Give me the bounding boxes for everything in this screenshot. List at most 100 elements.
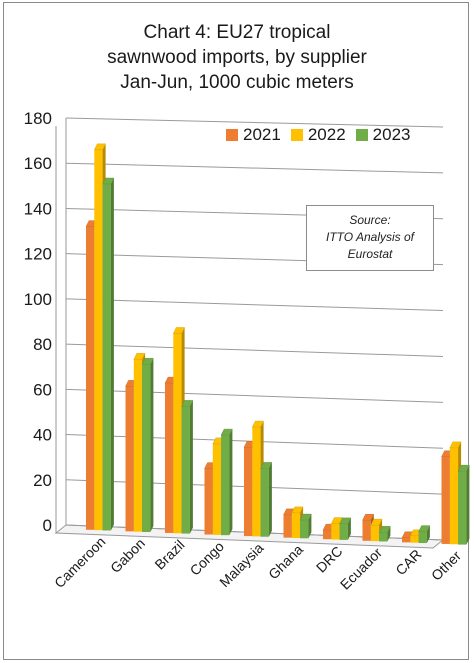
bar-2022-congo [212, 443, 222, 535]
legend-label-2023: 2023 [372, 125, 411, 144]
bar-2021-drc [323, 530, 332, 540]
y-tick-label: 0 [43, 516, 52, 535]
gridline-80 [65, 343, 444, 357]
bar-top-2022-gabon [133, 353, 146, 360]
bar-side-2023-gabon [150, 358, 154, 533]
bar-2022-car [410, 535, 419, 543]
bar-2021-ghana [283, 514, 292, 538]
y-tick-label: 80 [33, 335, 52, 354]
source-line-3: Eurostat [347, 247, 393, 261]
bar-2023-drc [339, 523, 348, 540]
legend-item-2021: 2021 [226, 125, 281, 145]
bar-2021-other [441, 456, 450, 544]
y-tick-label: 40 [33, 426, 52, 445]
bar-top-2023-car [418, 525, 431, 532]
bar-side-2023-ghana [308, 514, 312, 539]
bar-top-2021-ecuador [362, 514, 375, 521]
legend-swatch-2021 [226, 129, 238, 141]
bar-2023-car [418, 531, 427, 544]
y-tick-label: 100 [24, 290, 52, 309]
bar-2022-gabon [133, 359, 143, 532]
chart-title-line-3: Jan-Jun, 1000 cubic meters [120, 72, 354, 93]
bar-2022-malaysia [252, 427, 261, 537]
legend-label-2022: 2022 [307, 125, 346, 144]
bar-top-2023-congo [220, 428, 233, 436]
x-tick-label-brazil: Brazil [151, 537, 187, 573]
gridline-160 [65, 162, 444, 174]
bar-2023-other [458, 471, 467, 545]
bar-side-2023-malaysia [268, 462, 272, 537]
bar-2021-cameroon [86, 226, 95, 530]
bar-2022-brazil [173, 333, 182, 534]
y-tick-label: 180 [24, 109, 52, 128]
bar-top-2022-ecuador [370, 518, 383, 526]
legend-label-2021: 2021 [243, 125, 281, 144]
chart-legend: 2021 2022 2023 [226, 125, 410, 145]
legend-item-2023: 2023 [355, 125, 411, 145]
bar-top-2023-brazil [181, 400, 194, 407]
bar-2022-ecuador [370, 525, 380, 542]
bar-side-2023-cameroon [110, 178, 114, 531]
y-tick-label: 20 [33, 471, 52, 490]
bar-top-2023-ghana [299, 513, 312, 521]
bar-top-2023-ecuador [378, 526, 391, 533]
bar-2023-gabon [142, 364, 151, 533]
bar-top-2022-brazil [172, 327, 185, 334]
bar-2022-drc [331, 523, 340, 540]
chart-frame [3, 2, 469, 660]
x-tick-label-gabon: Gabon [107, 535, 148, 576]
source-line-2: ITTO Analysis of [325, 230, 415, 244]
bar-2021-ecuador [362, 520, 371, 541]
bar-top-2023-other [457, 464, 470, 472]
bar-2022-cameroon [94, 149, 103, 531]
bar-top-2023-gabon [141, 358, 154, 365]
x-tick-label-drc: DRC [313, 543, 346, 576]
bar-top-2023-cameroon [102, 177, 115, 185]
x-tick-label-other: Other [428, 547, 464, 583]
x-tick-label-cameroon: Cameroon [51, 533, 109, 591]
bar-2021-malaysia [244, 447, 253, 537]
chart-title-line-2: sawnwood imports, by supplier [107, 47, 367, 68]
bar-2021-brazil [165, 383, 174, 533]
bar-2022-ghana [291, 512, 301, 538]
y-tick-label: 120 [24, 245, 52, 264]
x-tick-label-ecuador: Ecuador [337, 544, 385, 592]
bar-top-2023-malaysia [260, 462, 273, 469]
chart-title: Chart 4: EU27 tropical sawnwood imports,… [0, 20, 474, 95]
bar-2023-ecuador [379, 532, 388, 542]
source-line-1: Source: [349, 213, 391, 227]
legend-swatch-2022 [290, 129, 303, 141]
bar-top-2023-drc [339, 517, 352, 525]
bar-top-2022-drc [330, 517, 343, 524]
legend-item-2022: 2022 [290, 125, 346, 145]
gridline-100 [65, 298, 444, 312]
bar-2022-other [449, 447, 459, 545]
bar-top-2022-malaysia [251, 420, 264, 428]
gridline-180 [65, 117, 444, 128]
bar-2023-brazil [181, 406, 190, 534]
legend-swatch-2023 [355, 129, 368, 141]
bar-side-2023-ecuador [387, 526, 391, 542]
bar-side-2023-car [426, 525, 430, 544]
bar-top-2022-ghana [291, 506, 304, 514]
bar-2023-ghana [300, 520, 309, 539]
bar-2021-car [402, 537, 411, 543]
bar-top-2022-cameroon [93, 143, 106, 151]
bar-top-2022-other [449, 441, 462, 449]
x-tick-label-car: CAR [392, 546, 424, 578]
x-tick-label-ghana: Ghana [265, 541, 306, 582]
bar-side-2023-congo [229, 429, 233, 536]
bar-2021-congo [204, 468, 213, 535]
y-tick-label: 160 [24, 154, 52, 173]
chart-title-line-1: Chart 4: EU27 tropical [143, 22, 331, 43]
y-tick-label: 140 [24, 199, 52, 218]
bar-side-2023-other [466, 465, 470, 545]
gridline-60 [65, 388, 444, 403]
bar-2023-congo [221, 435, 230, 536]
bar-2021-gabon [125, 386, 134, 532]
y-tick-label: 60 [33, 380, 52, 399]
bar-2023-malaysia [260, 468, 269, 537]
bar-2023-cameroon [102, 184, 111, 531]
bar-side-2023-drc [347, 517, 351, 540]
